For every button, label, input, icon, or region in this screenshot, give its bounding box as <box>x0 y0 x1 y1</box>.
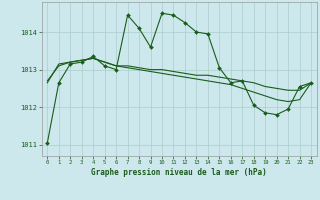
X-axis label: Graphe pression niveau de la mer (hPa): Graphe pression niveau de la mer (hPa) <box>91 168 267 177</box>
